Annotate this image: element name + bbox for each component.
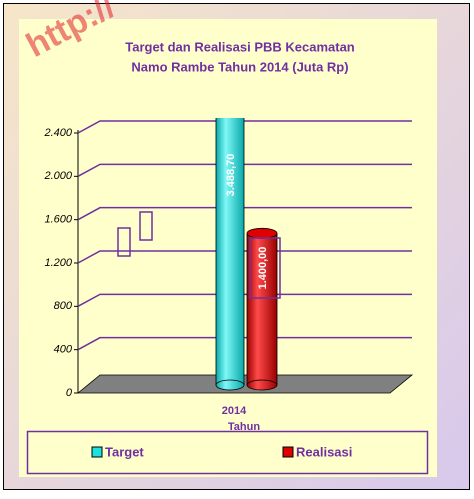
y-tick-label: 1.600 — [44, 214, 72, 226]
grid-line — [77, 120, 412, 134]
cylinder-body — [246, 232, 278, 386]
floor — [76, 374, 414, 394]
grid-line — [77, 206, 412, 221]
grid-line — [77, 293, 412, 307]
bar — [215, 118, 245, 391]
grid-line — [77, 336, 412, 351]
data-label: 3.488,70 — [225, 154, 237, 197]
legend-swatch — [282, 446, 294, 458]
y-tick-label: 2.000 — [43, 170, 72, 182]
chart-title: Namo Rambe Tahun 2014 (Juta Rp) — [131, 59, 348, 74]
cylinder-base — [246, 379, 278, 391]
cylinder-base — [215, 379, 245, 391]
artifact-box — [117, 227, 131, 257]
y-tick-label: 2.400 — [43, 127, 72, 139]
bar — [246, 227, 278, 391]
y-tick-label: 400 — [54, 344, 73, 356]
legend-label: Realisasi — [296, 444, 352, 459]
data-label: 1.400,00 — [257, 247, 269, 290]
x-tick-label: 2014 — [222, 405, 247, 417]
y-tick-label: 800 — [54, 300, 73, 312]
legend — [26, 430, 429, 475]
y-tick-label: 0 — [66, 387, 73, 399]
chart-title: Target dan Realisasi PBB Kecamatan — [125, 39, 355, 54]
grid-line — [77, 163, 412, 177]
x-axis-label: Tahun — [228, 421, 260, 433]
legend-label: Target — [105, 444, 144, 459]
artifact-box — [139, 211, 153, 241]
legend-swatch — [91, 446, 103, 458]
cylinder-body — [215, 118, 245, 386]
label-box — [249, 237, 281, 299]
cylinder-top — [246, 227, 278, 239]
grid-line — [77, 250, 412, 264]
y-tick-label: 1.200 — [44, 257, 72, 269]
